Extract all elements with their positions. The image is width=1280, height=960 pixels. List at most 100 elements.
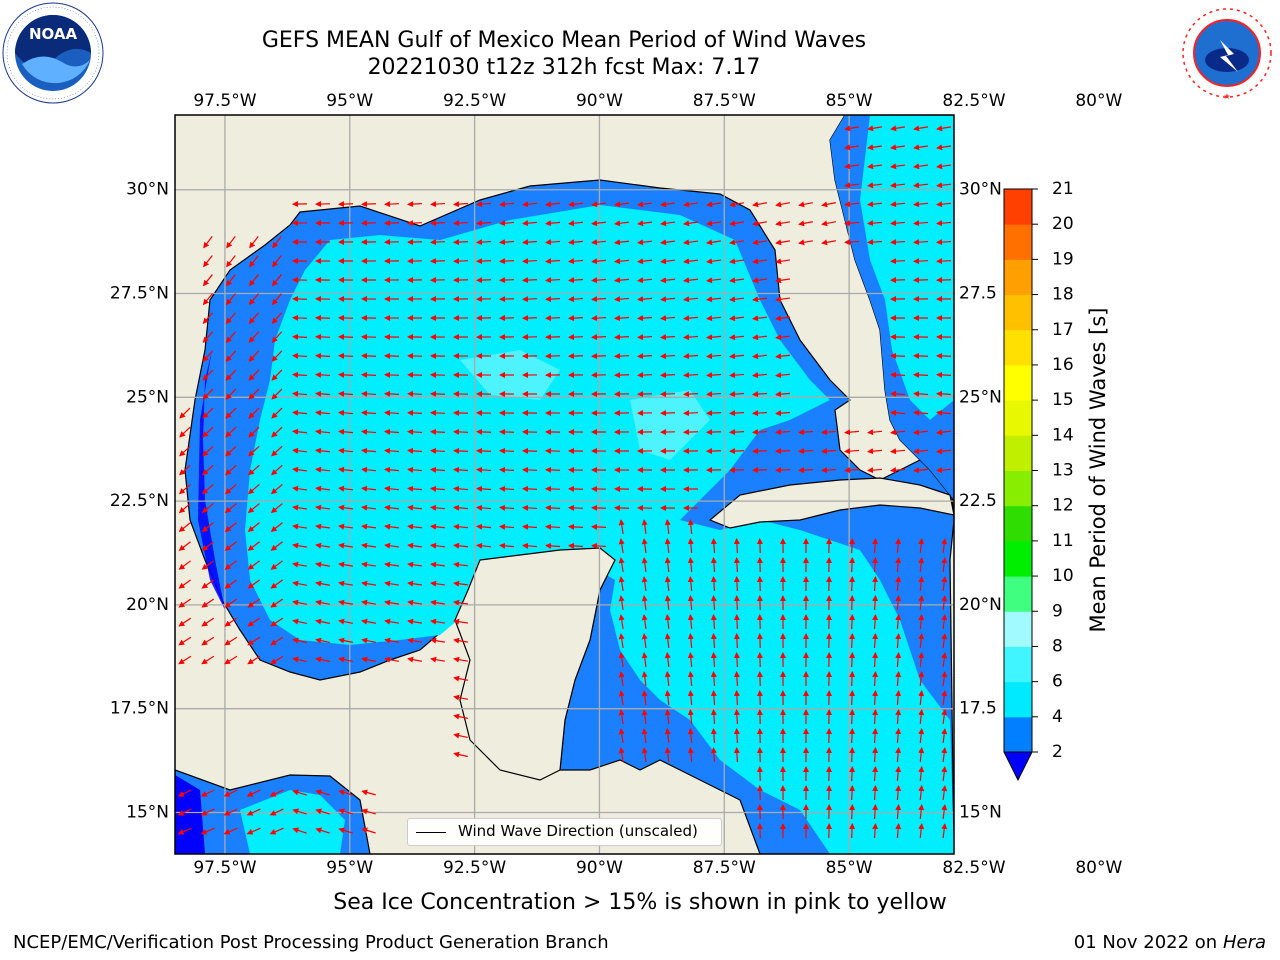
wind-wave-arrow	[936, 220, 952, 227]
wind-wave-arrow	[849, 785, 856, 801]
wind-wave-arrow	[710, 538, 717, 554]
wind-wave-arrow	[522, 277, 538, 284]
wind-wave-arrow	[941, 652, 948, 668]
wind-wave-arrow	[338, 409, 354, 416]
wind-wave-arrow	[453, 220, 469, 227]
wind-wave-arrow	[568, 220, 584, 227]
wind-wave-arrow	[591, 353, 607, 360]
wind-wave-arrow	[292, 428, 308, 435]
wind-wave-arrow	[476, 466, 492, 473]
wind-wave-arrow	[618, 538, 625, 554]
nws-logo-icon: ★	[1177, 3, 1277, 103]
top-lon-label: 80°W	[1075, 91, 1122, 111]
wind-wave-arrow	[664, 576, 671, 592]
wind-wave-arrow	[315, 637, 330, 644]
wind-wave-arrow	[225, 350, 237, 362]
wind-wave-arrow	[201, 560, 214, 570]
wind-wave-arrow	[338, 352, 354, 359]
wind-wave-arrow	[499, 542, 515, 549]
wind-wave-arrow	[178, 541, 191, 551]
wind-wave-arrow	[407, 504, 423, 511]
wind-wave-arrow	[687, 614, 694, 630]
wind-wave-arrow	[177, 789, 192, 797]
wind-wave-arrow	[545, 296, 561, 303]
wind-wave-arrow	[384, 580, 400, 587]
wind-wave-arrow	[895, 576, 902, 592]
wind-wave-arrow	[269, 827, 284, 835]
wind-wave-arrow	[270, 579, 284, 589]
wind-wave-arrow	[568, 523, 584, 530]
wind-wave-arrow	[248, 369, 260, 381]
wind-wave-arrow	[618, 519, 625, 535]
wind-wave-arrow	[683, 277, 699, 284]
bottom-longitude-labels: 97.5°W 95°W 92.5°W 90°W 87.5°W 85°W 82.5°W 80°W	[193, 858, 1122, 878]
wind-wave-arrow	[706, 201, 722, 208]
wind-wave-arrow	[499, 220, 515, 227]
wind-wave-arrow	[890, 371, 906, 378]
wind-wave-arrow	[178, 503, 191, 514]
wind-wave-arrow	[315, 599, 330, 606]
wind-wave-arrow	[849, 766, 856, 782]
wind-wave-arrow	[941, 614, 948, 630]
wind-wave-arrow	[641, 671, 648, 687]
wind-wave-arrow	[315, 371, 331, 378]
wind-wave-arrow	[224, 483, 237, 495]
wind-wave-arrow	[270, 503, 283, 514]
wind-wave-arrow	[798, 201, 813, 208]
wind-wave-arrow	[476, 447, 492, 454]
wind-wave-arrow	[248, 293, 259, 306]
wind-wave-arrow	[248, 274, 259, 287]
wind-wave-arrow	[453, 561, 469, 568]
colorbar-tick-label: 16	[1052, 355, 1074, 375]
wind-wave-arrow	[361, 656, 376, 663]
wind-wave-arrow	[202, 388, 214, 400]
wind-wave-arrow	[895, 766, 902, 782]
wind-wave-arrow	[660, 296, 676, 303]
wind-wave-arrow	[936, 409, 952, 416]
wind-wave-arrow	[453, 618, 469, 625]
wind-wave-arrow	[936, 239, 952, 246]
wind-wave-arrow	[361, 504, 377, 511]
wind-wave-arrow	[361, 561, 377, 568]
colorbar-segment	[1004, 224, 1032, 260]
wind-wave-arrow	[618, 709, 625, 725]
wind-wave-arrow	[752, 277, 768, 284]
wind-wave-arrow	[664, 728, 671, 744]
wind-wave-arrow	[890, 144, 906, 151]
wind-wave-arrow	[315, 447, 331, 454]
wind-wave-arrow	[872, 576, 879, 592]
wind-wave-arrow	[407, 390, 423, 397]
wind-wave-arrow	[407, 428, 423, 435]
wind-wave-arrow	[849, 747, 856, 763]
wind-wave-arrow	[248, 350, 260, 362]
svg-text:NOAA: NOAA	[29, 25, 78, 43]
top-lon-label: 97.5°W	[193, 91, 256, 111]
wind-wave-arrow	[687, 595, 694, 611]
wind-wave-arrow	[248, 331, 260, 343]
wind-wave-arrow	[664, 614, 671, 630]
wind-wave-arrow	[872, 804, 879, 820]
wind-wave-arrow	[849, 709, 856, 725]
wind-wave-arrow	[844, 182, 860, 189]
wind-wave-arrow	[476, 428, 492, 435]
wind-wave-arrow	[315, 314, 331, 321]
wind-wave-arrow	[522, 296, 538, 303]
wind-wave-arrow	[936, 390, 952, 397]
wind-wave-arrow	[936, 144, 952, 151]
wind-wave-arrow	[687, 576, 694, 592]
wind-wave-arrow	[913, 352, 929, 359]
wind-wave-arrow	[913, 258, 929, 265]
wind-wave-arrow	[476, 542, 492, 549]
colorbar-segment	[1004, 259, 1032, 296]
wind-wave-arrow	[687, 728, 694, 744]
wind-wave-arrow	[453, 428, 469, 435]
wind-wave-arrow	[618, 652, 625, 668]
wind-wave-arrow	[895, 728, 902, 744]
wind-wave-arrow	[849, 671, 856, 687]
wind-wave-arrow	[710, 614, 717, 630]
wind-wave-arrow	[872, 747, 879, 763]
bottom-lon-label: 82.5°W	[942, 858, 1005, 878]
wind-wave-arrow	[798, 467, 814, 474]
wind-wave-arrow	[430, 599, 446, 606]
wind-wave-arrow	[522, 258, 538, 265]
